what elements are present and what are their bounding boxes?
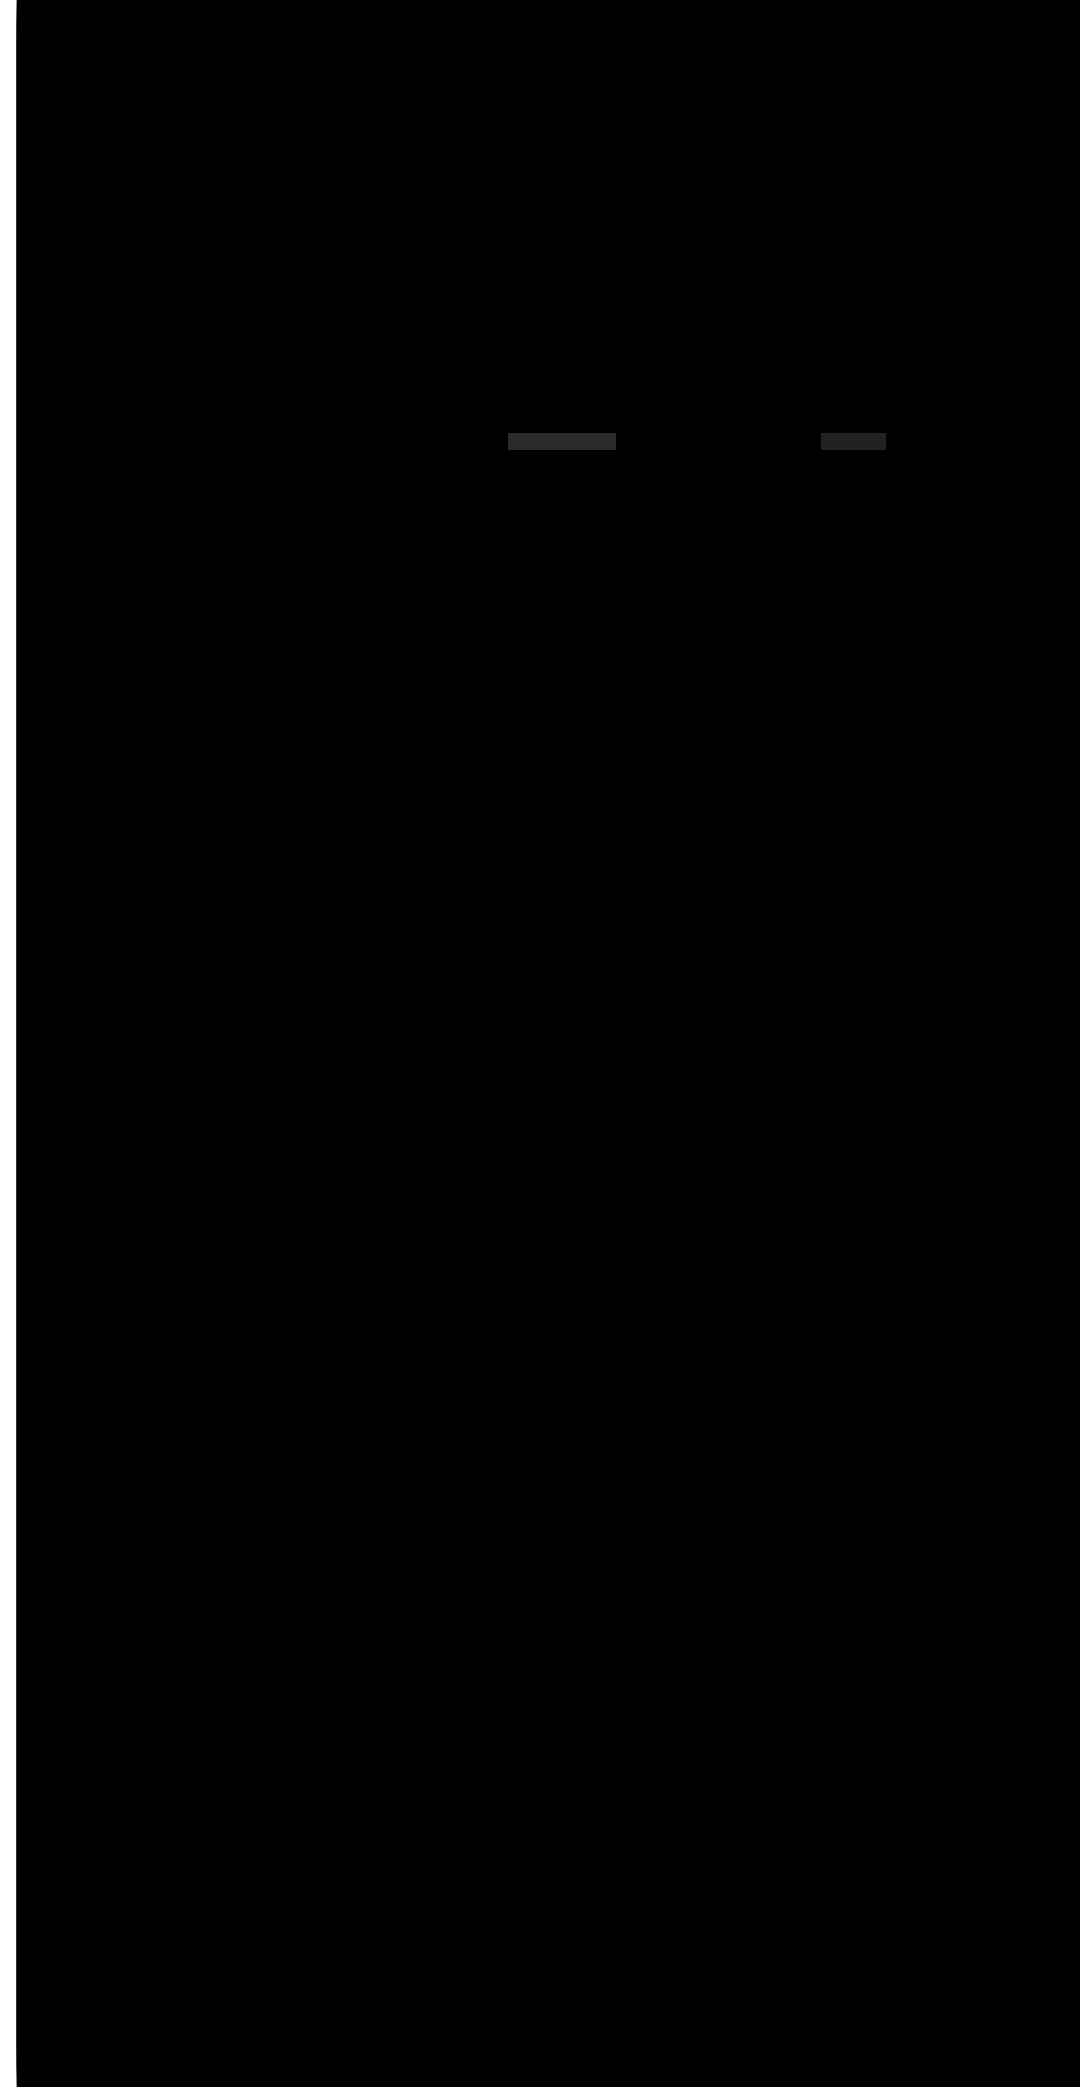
FancyBboxPatch shape: [446, 0, 1080, 2087]
Text: 250: 250: [233, 1949, 292, 1974]
Text: 20: 20: [253, 282, 292, 307]
Text: 15: 15: [253, 92, 292, 117]
FancyBboxPatch shape: [16, 0, 677, 2087]
Text: 100: 100: [233, 1344, 292, 1371]
Text: 50: 50: [253, 885, 292, 912]
Text: 37: 37: [253, 687, 292, 714]
Text: 150: 150: [233, 1611, 292, 1638]
Text: kDa: kDa: [269, 2035, 336, 2066]
Text: 75: 75: [253, 1154, 292, 1181]
Bar: [821, 434, 886, 451]
Text: 25: 25: [253, 428, 292, 455]
Bar: [508, 434, 616, 451]
